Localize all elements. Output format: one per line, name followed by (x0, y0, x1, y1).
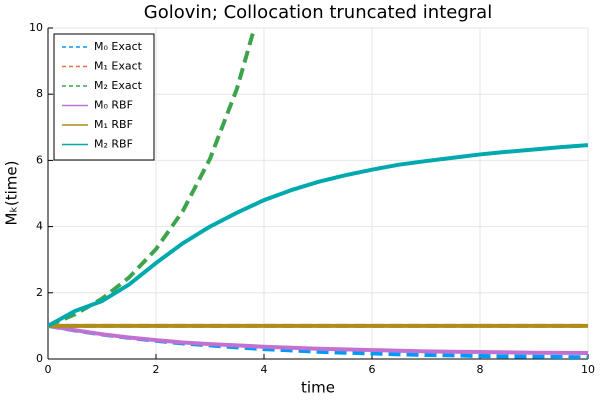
y-axis-label: Mₖ(time) (3, 161, 21, 226)
series-line (48, 323, 588, 356)
x-tick-label: 10 (581, 363, 595, 376)
x-tick-label: 0 (45, 363, 52, 376)
legend-label: M₁ Exact (94, 60, 143, 73)
plot-area (48, 28, 588, 359)
legend-label: M₂ Exact (94, 79, 143, 92)
y-tick-label: 4 (36, 220, 43, 233)
y-tick-label: 2 (36, 286, 43, 299)
legend: M₀ Exact M₁ Exact M₂ Exact M₀ RBF M₁ RBF M₂ R… (53, 33, 155, 161)
x-axis-label: time (301, 379, 335, 397)
x-tick-label: 4 (261, 363, 268, 376)
series-line (48, 143, 588, 328)
chart-title: Golovin; Collocation truncated integral (144, 2, 492, 23)
x-tick-label: 6 (369, 363, 376, 376)
legend-label: M₁ RBF (94, 118, 133, 131)
grid: 0 2 4 6 8 10 0 2 4 6 8 10 (29, 21, 595, 376)
legend-label: M₀ RBF (94, 99, 133, 112)
y-tick-label: 0 (36, 352, 43, 365)
y-tick-label: 6 (36, 153, 43, 166)
x-tick-label: 2 (153, 363, 160, 376)
legend-label: M₀ Exact (94, 40, 143, 53)
x-tick-label: 8 (477, 363, 484, 376)
y-tick-label: 8 (36, 87, 43, 100)
legend-label: M₂ RBF (94, 138, 133, 151)
y-tick-label: 10 (29, 21, 43, 34)
legend-box (53, 33, 155, 161)
